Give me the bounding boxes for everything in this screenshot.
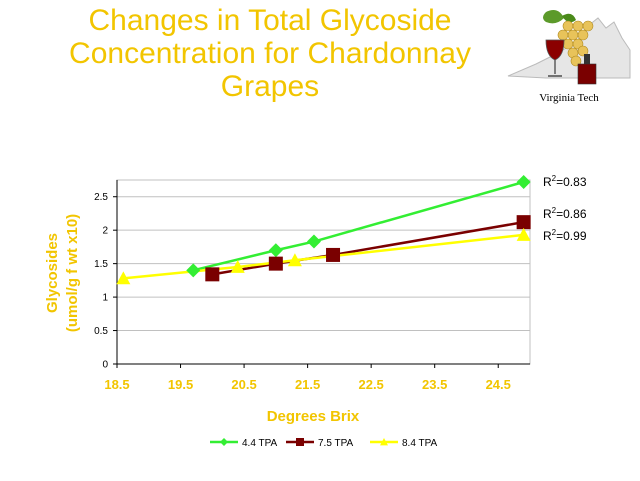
legend-label: 4.4 TPA: [242, 438, 278, 449]
chart-title: Changes in Total Glycoside Concentration…: [30, 4, 510, 103]
logo-caption: Virginia Tech: [539, 92, 599, 104]
series-markers: [116, 175, 531, 285]
legend: 4.4 TPA 7.5 TPA 8.4 TPA: [210, 438, 438, 449]
legend-marker: [380, 438, 388, 446]
y-tick-label: 1.5: [94, 259, 108, 270]
data-point: [516, 175, 531, 190]
data-point: [230, 259, 245, 273]
legend-label: 7.5 TPA: [318, 438, 354, 449]
r2-label: R2=0.86: [543, 206, 587, 221]
data-point: [268, 256, 283, 271]
data-point: [205, 267, 220, 282]
data-point: [306, 234, 321, 249]
r2-label: R2=0.83: [543, 174, 587, 189]
y-tick-label: 1: [102, 293, 108, 304]
axes: [116, 180, 530, 365]
data-point: [287, 253, 302, 267]
data-point: [516, 227, 531, 241]
legend-marker: [296, 438, 304, 446]
r2-label: R2=0.99: [543, 228, 587, 243]
x-axis-label: Degrees Brix: [267, 408, 360, 425]
x-ticks: 18.5 19.5 20.5 21.5 22.5 23.5 24.5: [104, 364, 511, 392]
legend-label: 8.4 TPA: [402, 438, 438, 449]
x-tick-label: 22.5: [358, 377, 383, 392]
y-tick-label: 2: [102, 226, 108, 237]
title-line-2: Concentration for Chardonnay: [69, 37, 471, 70]
series-line: [192, 180, 524, 272]
legend-marker: [220, 438, 228, 446]
r2-labels: R2=0.83 R2=0.86 R2=0.99: [543, 174, 587, 243]
y-tick-label: 0: [102, 360, 108, 371]
data-point: [186, 263, 201, 278]
data-point: [268, 243, 283, 258]
y-tick-label: 0.5: [94, 326, 108, 337]
x-tick-label: 21.5: [295, 377, 320, 392]
title-line-3: Grapes: [220, 70, 320, 103]
x-tick-label: 18.5: [104, 377, 129, 392]
data-point: [116, 271, 131, 285]
y-axis-label-line-1: Glycosides: [44, 233, 61, 313]
data-point: [326, 247, 341, 262]
x-tick-label: 19.5: [168, 377, 193, 392]
title-line-1: Changes in Total Glycoside: [88, 4, 452, 37]
x-tick-label: 20.5: [231, 377, 256, 392]
x-tick-label: 23.5: [422, 377, 447, 392]
series-line: [123, 233, 524, 280]
y-tick-label: 2.5: [94, 192, 108, 203]
virginia-tech-logo: [507, 10, 631, 85]
data-point: [516, 215, 531, 230]
x-tick-label: 24.5: [486, 377, 511, 392]
y-axis-label-line-2: (umol/g f wt x10): [64, 214, 81, 332]
y-ticks: 0 0.5 1 1.5 2 2.5: [94, 192, 117, 371]
series-lines: [123, 180, 524, 280]
